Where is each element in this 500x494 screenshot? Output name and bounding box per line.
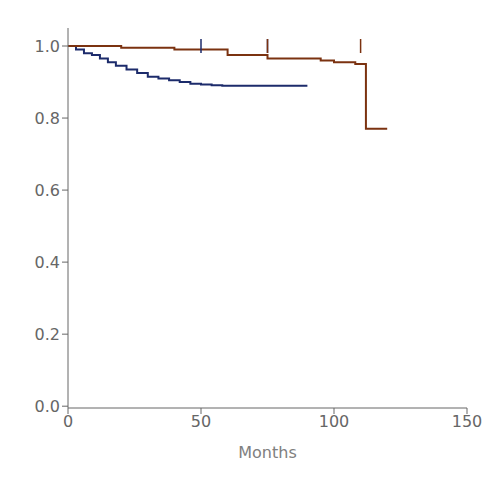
svg-text:0.2: 0.2 xyxy=(35,325,60,344)
svg-text:150: 150 xyxy=(452,412,483,431)
svg-text:0: 0 xyxy=(63,412,73,431)
svg-text:100: 100 xyxy=(319,412,350,431)
svg-text:Months: Months xyxy=(238,443,296,462)
svg-text:0.0: 0.0 xyxy=(35,397,60,416)
svg-text:0.6: 0.6 xyxy=(35,181,60,200)
svg-text:1.0: 1.0 xyxy=(35,37,60,56)
svg-text:0.4: 0.4 xyxy=(35,253,60,272)
svg-text:0.8: 0.8 xyxy=(35,109,60,128)
svg-text:50: 50 xyxy=(191,412,211,431)
